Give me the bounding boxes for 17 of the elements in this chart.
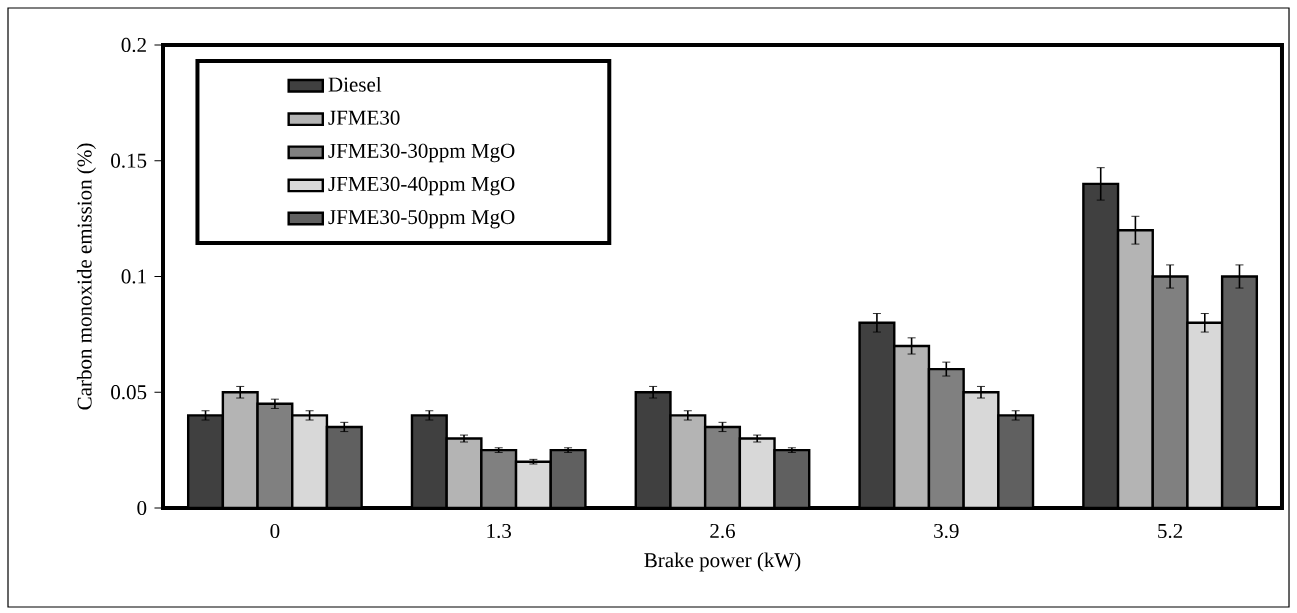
legend-label: JFME30 — [328, 110, 400, 125]
x-tick-label: 2.6 — [710, 523, 735, 539]
x-axis-title: Brake power (kW) — [644, 552, 801, 572]
y-axis-title: Carbon monoxide emission (%) — [76, 143, 96, 410]
x-tick-label: 0 — [270, 523, 280, 539]
y-tick-label: 0.2 — [121, 37, 146, 53]
legend-label: JFME30-40ppm MgO — [328, 176, 515, 196]
y-tick-label: 0 — [137, 500, 147, 516]
y-tick-label: 0.05 — [111, 385, 147, 400]
x-tick-label: 1.3 — [487, 523, 511, 539]
y-tick-label: 0.1 — [121, 269, 146, 284]
legend-label: Diesel — [328, 76, 382, 92]
x-tick-label: 3.9 — [934, 523, 959, 539]
x-tick-label: 5.2 — [1158, 523, 1183, 539]
legend-label: JFME30-50ppm MgO — [328, 209, 515, 229]
legend-label: JFME30-30ppm MgO — [328, 143, 515, 163]
y-tick-label: 0.15 — [111, 153, 147, 168]
